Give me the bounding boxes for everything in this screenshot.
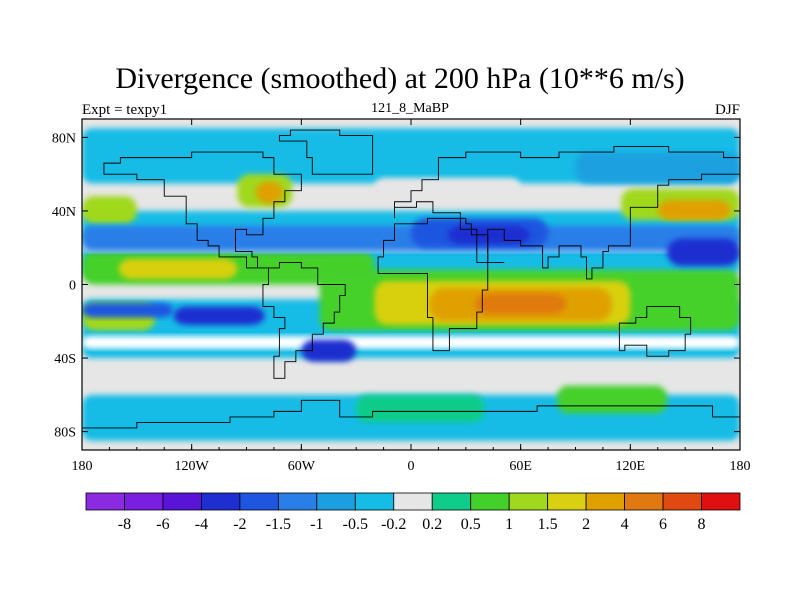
- colorbar-label: -2: [233, 516, 246, 533]
- colorbar-swatch: [547, 492, 587, 511]
- colorbar-swatch: [85, 492, 125, 511]
- divergence-field: [82, 128, 740, 441]
- colorbar-swatch: [701, 492, 741, 511]
- colorbar-swatch: [585, 492, 625, 511]
- field-neg-west-sh: [82, 302, 174, 318]
- colorbar-swatch: [470, 492, 510, 511]
- y-tick-label: 40N: [52, 205, 76, 220]
- colorbar-swatch: [277, 492, 318, 511]
- coastlines: [82, 129, 740, 450]
- field-zero-band-eurasia: [374, 177, 521, 197]
- coastline-6: [278, 129, 374, 175]
- field-pos-west-nh: [82, 196, 137, 224]
- coastline-0: [103, 151, 302, 269]
- colorbar-swatch: [431, 492, 472, 511]
- colorbar-swatch: [162, 492, 202, 511]
- y-tick-label: 80S: [54, 426, 76, 441]
- colorbar-swatch: [662, 492, 702, 511]
- colorbar-label: 6: [659, 516, 667, 533]
- field-tropical-pos-core: [118, 258, 238, 279]
- field-tropical-max-orange: [474, 293, 567, 314]
- colorbar-swatch: [316, 492, 356, 511]
- x-tick-label: 120W: [175, 459, 210, 474]
- colorbar-label: 1: [505, 516, 513, 533]
- coastline-2: [377, 217, 505, 352]
- experiment-label: Expt = texpy1: [82, 102, 168, 118]
- field-neg-band-nh: [82, 225, 740, 252]
- field-neg-atlantic-sh: [301, 339, 357, 362]
- y-tick-label: 0: [69, 279, 76, 294]
- y-tick-label: 80N: [52, 131, 76, 146]
- colorbar-label: 0.5: [461, 516, 481, 533]
- x-tick-label: 60W: [288, 459, 316, 474]
- field-neg-east-pacific: [666, 238, 740, 267]
- coastline-5: [82, 399, 740, 450]
- x-tick-label: 0: [408, 459, 415, 474]
- colorbar-swatch: [354, 492, 395, 511]
- coastline-1: [262, 261, 346, 379]
- colorbar-label: -8: [118, 516, 131, 533]
- colorbar-label: 4: [621, 516, 629, 533]
- field-neg-asia-core: [447, 225, 530, 245]
- colorbar-swatch: [393, 492, 433, 511]
- y-tick-label: 40S: [54, 352, 76, 367]
- colorbar-label: 8: [698, 516, 706, 533]
- colorbar-swatch: [124, 492, 164, 511]
- colorbar-label: -0.5: [343, 516, 368, 533]
- field-neg-pacific-sh: [173, 306, 265, 325]
- season-label: DJF: [714, 102, 740, 118]
- colorbar-label: -6: [156, 516, 169, 533]
- colorbar-label: -1: [310, 516, 323, 533]
- field-pos-antarctic-east: [557, 385, 667, 414]
- field-zero-band-sh: [82, 335, 740, 349]
- colorbar-label: -4: [195, 516, 208, 533]
- x-tick-label: 120E: [616, 459, 646, 474]
- field-pos-antarctic: [356, 394, 485, 423]
- coastline-4: [618, 306, 692, 357]
- x-tick-label: 180: [730, 459, 751, 474]
- colorbar-label: -1.5: [266, 516, 291, 533]
- field-pos-east-nh-core: [657, 199, 731, 221]
- field-neg-north-pacific: [575, 152, 740, 184]
- colorbar-swatch: [201, 492, 241, 511]
- plot-title: Divergence (smoothed) at 200 hPa (10**6 …: [115, 62, 685, 95]
- coastline-3: [394, 146, 740, 280]
- colorbar-label: 2: [582, 516, 590, 533]
- colorbar-label: 0.2: [422, 516, 442, 533]
- colorbar: -8 -6 -4 -2 -1.5 -1 -0.5 -0.2 0.2 0.5 1 1.5 2 4 6 8: [85, 492, 741, 533]
- colorbar-swatch: [239, 492, 279, 511]
- x-tick-label: 180: [72, 459, 93, 474]
- map-panel: 180 120W 60W 0 60E 120E 180 80N 40N 0 40S 80S: [52, 118, 751, 474]
- axis-ticks: 180 120W 60W 0 60E 120E 180 80N 40N 0 40S 80S: [52, 119, 751, 474]
- case-label: 121_8_MaBP: [371, 101, 449, 116]
- colorbar-label: -0.2: [381, 516, 406, 533]
- field-pos-america-core: [255, 181, 284, 204]
- colorbar-swatch: [508, 492, 549, 511]
- colorbar-swatch: [624, 492, 664, 511]
- colorbar-label: 1.5: [538, 516, 558, 533]
- x-tick-label: 60E: [509, 459, 532, 474]
